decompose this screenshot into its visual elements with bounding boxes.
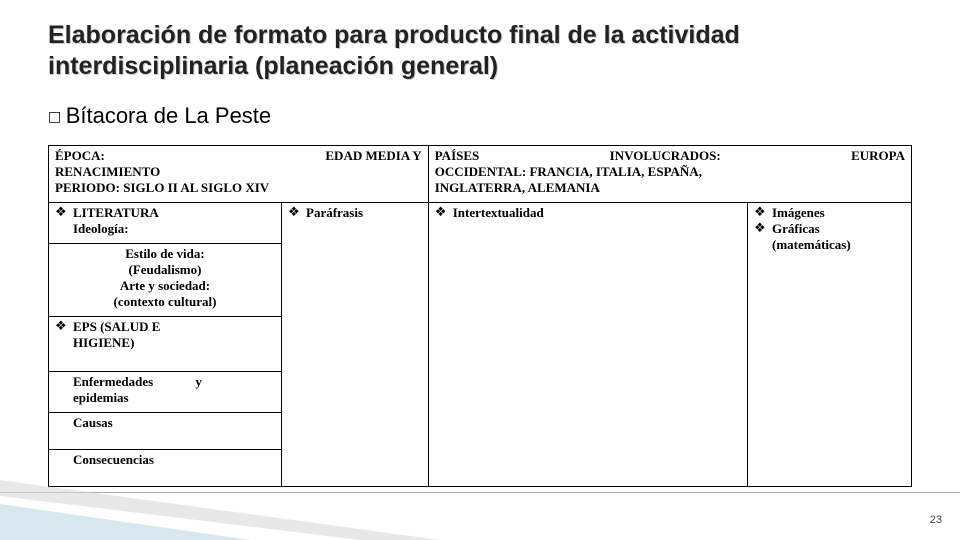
- decorative-wedge: [0, 504, 250, 540]
- subtitle-text: Bítacora de La Peste: [66, 103, 271, 128]
- diamond-icon: ❖: [55, 319, 73, 335]
- cell-estilo: Estilo de vida: (Feudalismo) Arte y soci…: [49, 243, 282, 316]
- page-title: Elaboración de formato para producto fin…: [48, 20, 912, 83]
- diamond-icon: ❖: [754, 205, 772, 221]
- table-container: ÉPOCA: EDAD MEDIA Y RENACIMIENTO PERIODO:…: [48, 145, 912, 487]
- lit-label: LITERATURA: [73, 205, 275, 221]
- epoca-right: EDAD MEDIA Y: [325, 148, 421, 164]
- imagenes-label: Imágenes: [772, 205, 905, 221]
- arte-label: Arte y sociedad:: [55, 278, 275, 294]
- ideologia-label: Ideología:: [55, 221, 275, 237]
- table-row: ❖LITERATURA Ideología: ❖Paráfrasis ❖Inte…: [49, 202, 912, 243]
- periodo: PERIODO: SIGLO II AL SIGLO XIV: [55, 180, 422, 196]
- diamond-icon: ❖: [55, 205, 73, 221]
- header-left-cell: ÉPOCA: EDAD MEDIA Y RENACIMIENTO PERIODO:…: [49, 145, 429, 202]
- paises-line3: INGLATERRA, ALEMANIA: [435, 180, 905, 196]
- header-right-cell: PAÍSES INVOLUCRADOS: EUROPA OCCIDENTAL: FR…: [428, 145, 911, 202]
- enfermedades-label: Enfermedades y: [55, 374, 275, 390]
- subtitle: □ Bítacora de La Peste: [48, 103, 912, 129]
- parafrasis-label: Paráfrasis: [306, 205, 422, 221]
- slide: Elaboración de formato para producto fin…: [0, 0, 960, 540]
- bullet-square-icon: □: [48, 109, 66, 125]
- table-row: ÉPOCA: EDAD MEDIA Y RENACIMIENTO PERIODO:…: [49, 145, 912, 202]
- cell-literatura: ❖LITERATURA Ideología:: [49, 202, 282, 243]
- diamond-icon: ❖: [754, 221, 772, 237]
- format-table: ÉPOCA: EDAD MEDIA Y RENACIMIENTO PERIODO:…: [48, 145, 912, 487]
- cell-enfermedades: Enfermedades y epidemias: [49, 371, 282, 412]
- diamond-icon: ❖: [288, 205, 306, 221]
- diamond-icon: ❖: [435, 205, 453, 221]
- paises-mid: INVOLUCRADOS:: [610, 148, 721, 164]
- causas-label: Causas: [55, 415, 275, 431]
- matematicas-label: (matemáticas): [754, 237, 905, 253]
- graficas-label: Gráficas: [772, 221, 905, 237]
- cell-causas: Causas: [49, 412, 282, 449]
- contexto-label: (contexto cultural): [55, 294, 275, 310]
- page-number: 23: [930, 514, 942, 526]
- epidemias-label: epidemias: [55, 390, 275, 406]
- feudalismo-label: (Feudalismo): [55, 262, 275, 278]
- cell-eps: ❖EPS (SALUD E HIGIENE): [49, 316, 282, 371]
- epoca-line2: RENACIMIENTO: [55, 164, 422, 180]
- eps-label2: HIGIENE): [55, 335, 275, 351]
- epoca-label: ÉPOCA:: [55, 148, 105, 164]
- eps-label: EPS (SALUD E: [73, 319, 275, 335]
- cell-imagenes: ❖Imágenes ❖Gráficas (matemáticas): [748, 202, 912, 486]
- cell-intertext: ❖Intertextualidad: [428, 202, 747, 486]
- estilo-label: Estilo de vida:: [55, 246, 275, 262]
- paises-label: PAÍSES: [435, 148, 480, 164]
- consecuencias-label: Consecuencias: [55, 452, 275, 468]
- paises-right: EUROPA: [851, 148, 905, 164]
- cell-parafrasis: ❖Paráfrasis: [282, 202, 429, 486]
- intertext-label: Intertextualidad: [453, 205, 741, 221]
- paises-line2: OCCIDENTAL: FRANCIA, ITALIA, ESPAÑA,: [435, 164, 905, 180]
